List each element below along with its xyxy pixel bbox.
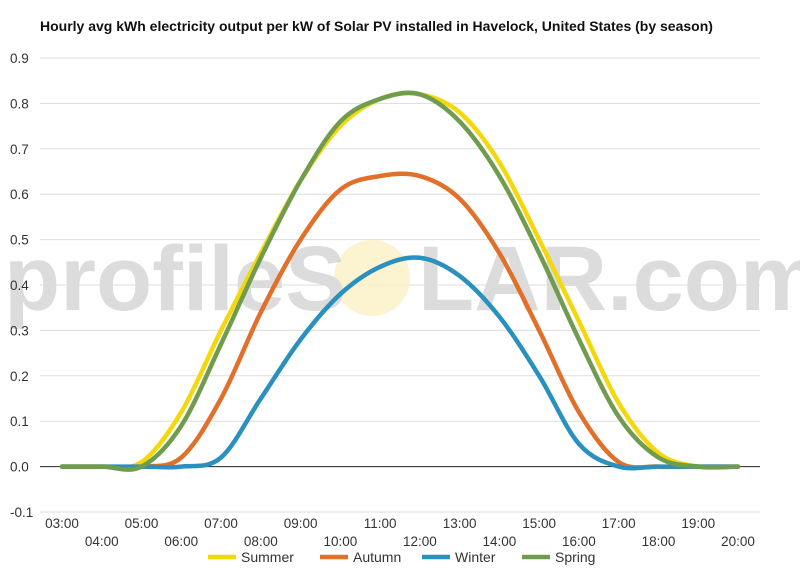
x-tick-label: 19:00 <box>681 516 715 531</box>
x-tick-label: 07:00 <box>204 516 238 531</box>
x-tick-label: 18:00 <box>642 534 676 549</box>
grid <box>40 57 760 513</box>
y-tick-label: 0.4 <box>10 278 29 293</box>
chart-title: Hourly avg kWh electricity output per kW… <box>40 18 713 34</box>
x-tick-label: 03:00 <box>45 516 79 531</box>
legend-label-spring: Spring <box>555 549 595 565</box>
x-tick-label: 05:00 <box>125 516 159 531</box>
y-tick-label: 0.1 <box>10 414 29 429</box>
y-tick-label: 0.5 <box>10 233 29 248</box>
x-tick-label: 12:00 <box>403 534 437 549</box>
series-line-autumn <box>59 171 741 470</box>
y-tick-label: 0.9 <box>10 51 29 66</box>
x-tick-label: 17:00 <box>602 516 636 531</box>
y-tick-label: 0.7 <box>10 142 29 157</box>
watermark-sun-icon <box>334 240 410 316</box>
x-axis-ticks: 03:00 04:00 05:00 06:00 07:00 08:00 09:00 10:00… <box>45 516 755 549</box>
legend-label-summer: Summer <box>241 549 294 565</box>
series-lines <box>59 90 741 472</box>
y-tick-label: -0.1 <box>10 505 33 520</box>
legend: Summer Autumn Winter Spring <box>208 549 595 565</box>
y-tick-label: 0.6 <box>10 187 29 202</box>
x-tick-label: 06:00 <box>164 534 198 549</box>
y-axis-ticks: -0.1 0.0 0.1 0.2 0.3 0.4 0.5 0.6 0.7 0.8 0.9 <box>10 51 33 520</box>
legend-label-winter: Winter <box>455 549 496 565</box>
y-tick-label: 0.0 <box>10 460 29 475</box>
watermark-text-left: profileS <box>4 228 346 330</box>
x-tick-label: 11:00 <box>364 516 397 531</box>
series-line-winter <box>59 255 741 471</box>
legend-label-autumn: Autumn <box>353 549 401 565</box>
x-tick-label: 13:00 <box>443 516 477 531</box>
x-tick-label: 04:00 <box>85 534 119 549</box>
series-line-spring <box>59 90 741 472</box>
watermark-text-right: LAR.com <box>418 228 800 330</box>
x-tick-label: 14:00 <box>483 534 517 549</box>
x-tick-label: 09:00 <box>284 516 318 531</box>
watermark: profileS LAR.com <box>4 228 800 330</box>
x-tick-label: 20:00 <box>721 534 755 549</box>
x-tick-label: 16:00 <box>562 534 596 549</box>
y-tick-label: 0.3 <box>10 323 29 338</box>
x-tick-label: 10:00 <box>323 534 357 549</box>
x-tick-label: 15:00 <box>522 516 556 531</box>
x-tick-label: 08:00 <box>244 534 278 549</box>
y-tick-label: 0.2 <box>10 369 29 384</box>
y-tick-label: 0.8 <box>10 96 29 111</box>
